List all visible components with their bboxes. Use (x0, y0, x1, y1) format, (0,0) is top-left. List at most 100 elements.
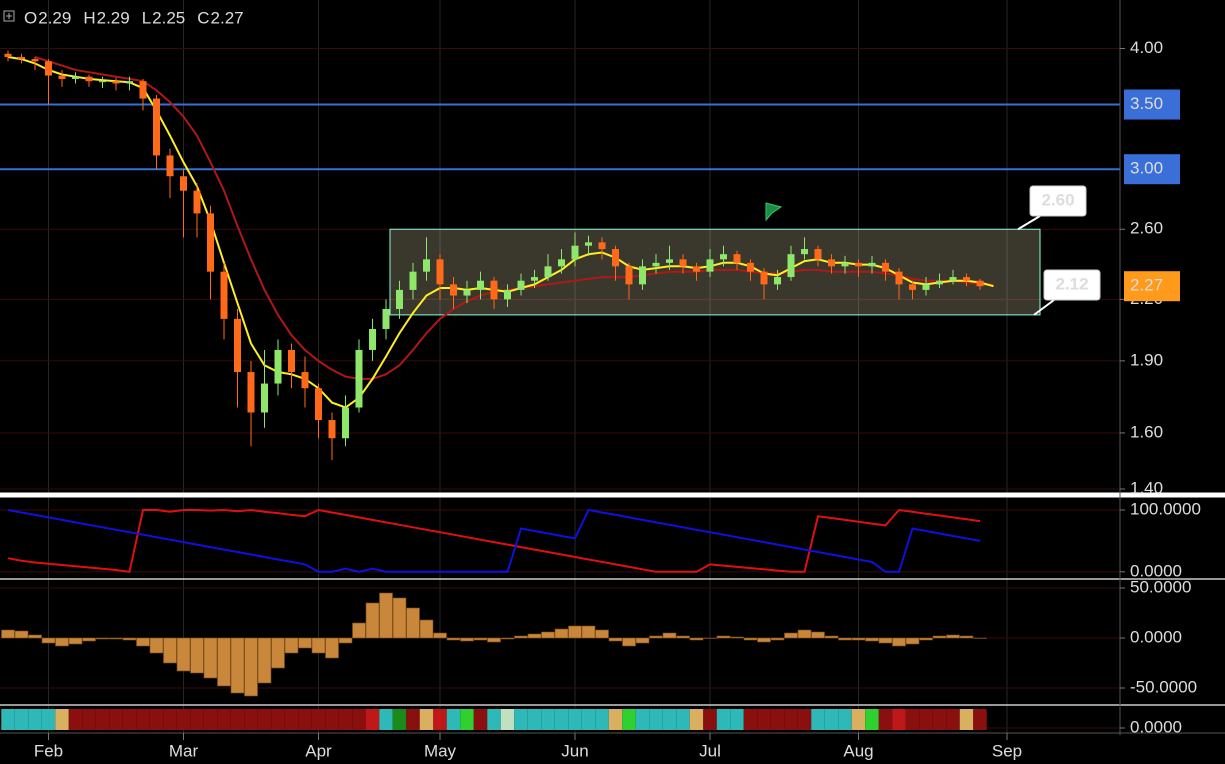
histogram-bar (298, 637, 312, 649)
state-cell (230, 709, 245, 730)
state-cell (797, 709, 812, 730)
candle-body (463, 289, 471, 296)
state-cell (55, 709, 69, 730)
candle-body (882, 262, 889, 272)
candle-body (409, 271, 417, 290)
state-cell (257, 709, 272, 730)
candle-body (976, 280, 984, 287)
candle-body (747, 262, 754, 272)
callout-box (1029, 185, 1087, 217)
state-cell (28, 709, 42, 730)
candle-body (423, 259, 430, 272)
histogram-bar (460, 637, 474, 642)
candle-body (180, 176, 187, 191)
candle-body (639, 266, 646, 285)
state-cell (919, 709, 933, 730)
candle-body (261, 383, 268, 413)
y-tick-label: 2.60 (1130, 219, 1163, 238)
state-cell (973, 709, 987, 730)
state-cell (622, 709, 636, 730)
candle-body (625, 266, 633, 285)
y-tick-label: 1.90 (1130, 350, 1163, 369)
state-cell (500, 709, 515, 730)
candle-body (828, 259, 835, 267)
state-cell (82, 709, 96, 730)
candle-body (490, 280, 498, 300)
candle-body (733, 254, 741, 263)
level-tag-label: 3.00 (1130, 159, 1163, 178)
state-cell (743, 709, 758, 730)
candle-body (4, 53, 12, 57)
state-cell (190, 709, 204, 730)
histogram-bar (433, 632, 447, 639)
state-cell (892, 709, 906, 730)
histogram-bar (959, 635, 974, 639)
histogram-bar (878, 637, 893, 644)
histogram-bar (797, 629, 812, 639)
state-cell (325, 709, 339, 730)
state-cell (770, 709, 785, 730)
histogram-bar (325, 637, 339, 659)
candle-body (436, 259, 444, 285)
ohlc-value: 2.27 (211, 8, 244, 27)
histogram-bar (892, 637, 906, 647)
y-tick-label: 0.0000 (1130, 627, 1182, 646)
state-cell (244, 709, 258, 730)
state-cell (676, 709, 690, 730)
histogram-bar (190, 637, 204, 674)
candle-body (814, 249, 822, 260)
state-cell (487, 709, 501, 730)
state-cell (959, 709, 974, 730)
histogram-bar (419, 619, 434, 639)
histogram-bar (95, 637, 110, 640)
histogram-bar (406, 607, 420, 639)
candle-body (571, 245, 579, 260)
histogram-bar (865, 637, 879, 642)
y-tick-label: 0.0000 (1130, 717, 1182, 736)
y-tick-label: 1.40 (1130, 478, 1163, 497)
state-cell (581, 709, 596, 730)
ohlc-value: 2.29 (38, 8, 71, 27)
histogram-bar (554, 628, 569, 639)
candle-body (922, 284, 930, 290)
menu-icon[interactable] (3, 10, 15, 22)
histogram-bar (28, 634, 42, 639)
state-cell (271, 709, 285, 730)
candle-body (544, 266, 552, 278)
candle-body (598, 242, 606, 250)
y-tick-label: 100.0000 (1130, 499, 1201, 518)
histogram-bar (217, 637, 231, 687)
state-cell (662, 709, 677, 730)
range-box (389, 228, 1041, 316)
histogram-bar (770, 637, 785, 641)
state-cell (446, 709, 461, 730)
state-cell (865, 709, 879, 730)
state-cell (365, 709, 380, 730)
candle-body (99, 81, 106, 83)
histogram-bar (689, 637, 704, 641)
state-cell (608, 709, 623, 730)
candle-body (328, 420, 336, 439)
candle-body (895, 271, 903, 285)
state-cell (824, 709, 839, 730)
x-tick-label: Jul (699, 741, 721, 760)
state-cell (163, 709, 177, 730)
state-cell (689, 709, 704, 730)
candle-body (288, 349, 295, 373)
state-cell (635, 709, 650, 730)
candle-body (477, 280, 484, 290)
histogram-bar (905, 637, 920, 645)
histogram-bar (973, 637, 987, 639)
histogram-bar (230, 637, 245, 694)
candle-body (504, 289, 511, 300)
candle-body (220, 271, 228, 319)
state-cell (379, 709, 393, 730)
candle-body (450, 284, 457, 296)
state-cell (406, 709, 420, 730)
candle-body (247, 372, 255, 413)
state-cell (433, 709, 447, 730)
indicator-line (7, 508, 981, 573)
histogram-bar (338, 637, 353, 644)
candle-body (787, 254, 795, 278)
